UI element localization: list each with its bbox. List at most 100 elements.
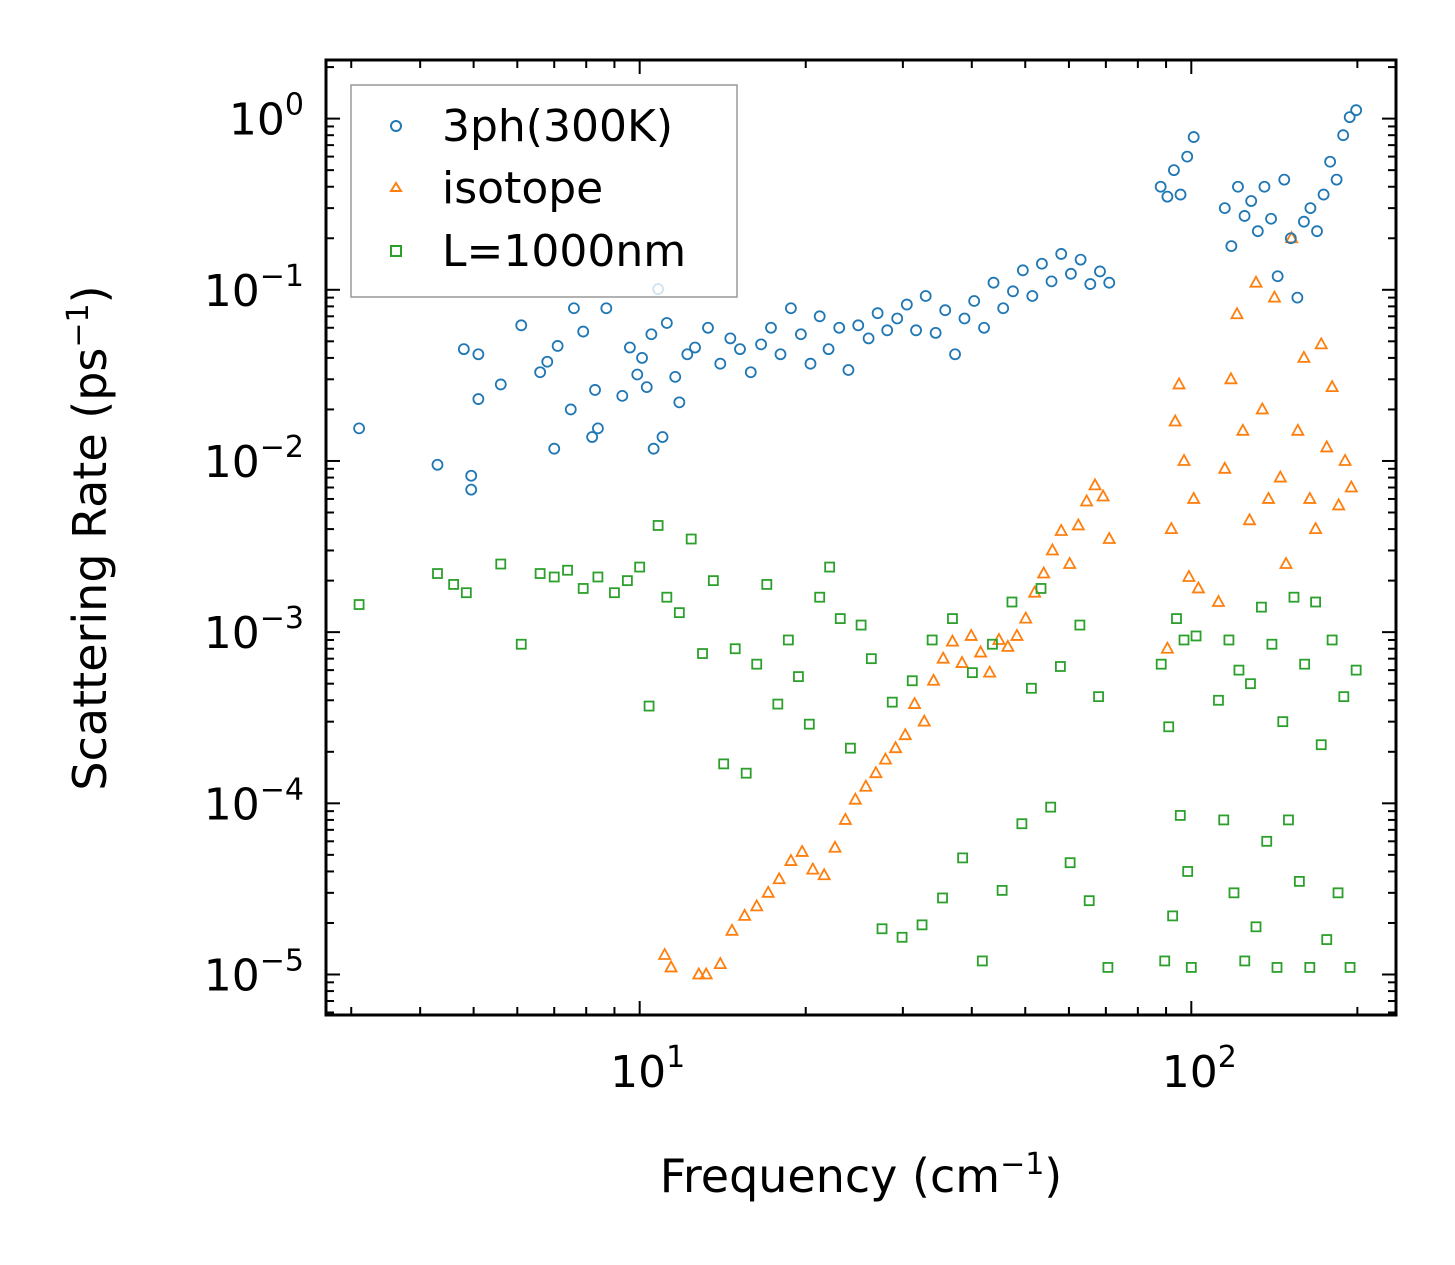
data-point: [803, 718, 815, 730]
data-point: [1235, 422, 1250, 436]
data-point: [1054, 523, 1069, 536]
data-point: [1190, 630, 1202, 642]
data-point: [1018, 610, 1033, 624]
data-point: [926, 634, 938, 646]
data-point: [1331, 497, 1346, 511]
y-tick-label: 10−2: [204, 430, 304, 488]
data-point: [689, 341, 701, 354]
data-point: [949, 348, 961, 361]
data-point: [431, 458, 444, 471]
data-point: [1308, 521, 1323, 534]
data-point: [636, 352, 648, 364]
data-point: [842, 364, 855, 376]
data-point: [1319, 439, 1334, 453]
data-point: [586, 431, 599, 443]
data-point: [1302, 491, 1317, 504]
legend-marker-isotope: [389, 181, 403, 192]
data-point: [1296, 350, 1311, 363]
data-point: [1096, 488, 1111, 502]
data-point: [1093, 691, 1104, 703]
data-point: [548, 571, 560, 583]
data-point: [1258, 180, 1271, 193]
data-point: [1332, 887, 1344, 899]
data-point: [1271, 962, 1283, 973]
data-point: [855, 619, 867, 631]
legend-box: [350, 84, 738, 298]
data-point: [978, 321, 990, 334]
data-point: [1261, 491, 1276, 504]
data-point: [1074, 619, 1086, 631]
data-point: [848, 791, 863, 805]
data-point: [1266, 638, 1278, 650]
data-point: [865, 653, 877, 665]
data-point: [494, 378, 507, 391]
data-point: [1174, 188, 1187, 201]
data-point: [660, 317, 673, 329]
data-point: [634, 561, 646, 573]
data-point: [804, 357, 817, 370]
data-point: [1267, 289, 1282, 303]
data-point: [997, 302, 1010, 315]
data-point: [1035, 583, 1047, 594]
data-point: [460, 587, 472, 599]
data-point: [761, 579, 773, 590]
data-point: [1163, 721, 1175, 733]
data-point: [783, 853, 798, 866]
data-point: [1283, 814, 1294, 826]
data-point: [1178, 634, 1190, 646]
data-point: [1298, 215, 1310, 228]
data-point: [822, 343, 835, 356]
data-point: [852, 319, 865, 332]
data-point: [755, 338, 767, 351]
data-point: [1181, 569, 1196, 582]
data-point: [656, 431, 669, 443]
data-point: [1007, 285, 1019, 298]
data-point: [1233, 664, 1245, 676]
data-point: [1314, 336, 1329, 350]
data-point: [621, 575, 633, 587]
data-point: [858, 778, 873, 792]
data-point: [1311, 225, 1323, 238]
data-point: [1025, 682, 1037, 694]
data-point: [1176, 453, 1192, 466]
data-point: [457, 343, 470, 356]
data-point: [1223, 634, 1235, 646]
data-point: [1213, 694, 1224, 706]
data-point: [939, 304, 952, 317]
data-point: [515, 319, 528, 332]
data-point: [1160, 640, 1175, 654]
data-point: [1350, 104, 1363, 117]
data-point: [1171, 613, 1182, 624]
tick-labels-layer: 101 102 100 10−1 10−2 10−3 10−4 10−5: [204, 88, 1237, 1098]
data-point: [681, 348, 694, 361]
data-point: [1299, 658, 1311, 670]
data-point: [609, 587, 620, 599]
data-point: [1065, 267, 1077, 280]
data-point: [1337, 129, 1350, 142]
data-point: [751, 658, 763, 670]
data-point: [906, 675, 918, 687]
data-point: [817, 867, 832, 881]
data-point: [729, 643, 741, 655]
data-point: [813, 310, 826, 323]
data-point: [910, 324, 922, 337]
data-point: [1064, 857, 1076, 869]
data-point: [1045, 801, 1057, 813]
data-point: [1273, 469, 1288, 483]
data-point: [1164, 521, 1179, 534]
x-tick-label: 102: [1162, 1040, 1237, 1098]
data-point: [1265, 212, 1277, 225]
data-point: [1055, 248, 1068, 260]
data-point: [1290, 422, 1305, 436]
data-point: [954, 655, 970, 668]
data-point: [1094, 265, 1106, 278]
data-point: [982, 664, 997, 678]
data-point: [691, 966, 706, 980]
data-point: [1245, 195, 1258, 207]
data-point: [1304, 202, 1317, 215]
data-point: [1325, 379, 1340, 393]
data-point: [958, 312, 971, 325]
data-point: [782, 634, 794, 646]
data-point: [702, 321, 714, 334]
data-point: [1321, 934, 1333, 945]
